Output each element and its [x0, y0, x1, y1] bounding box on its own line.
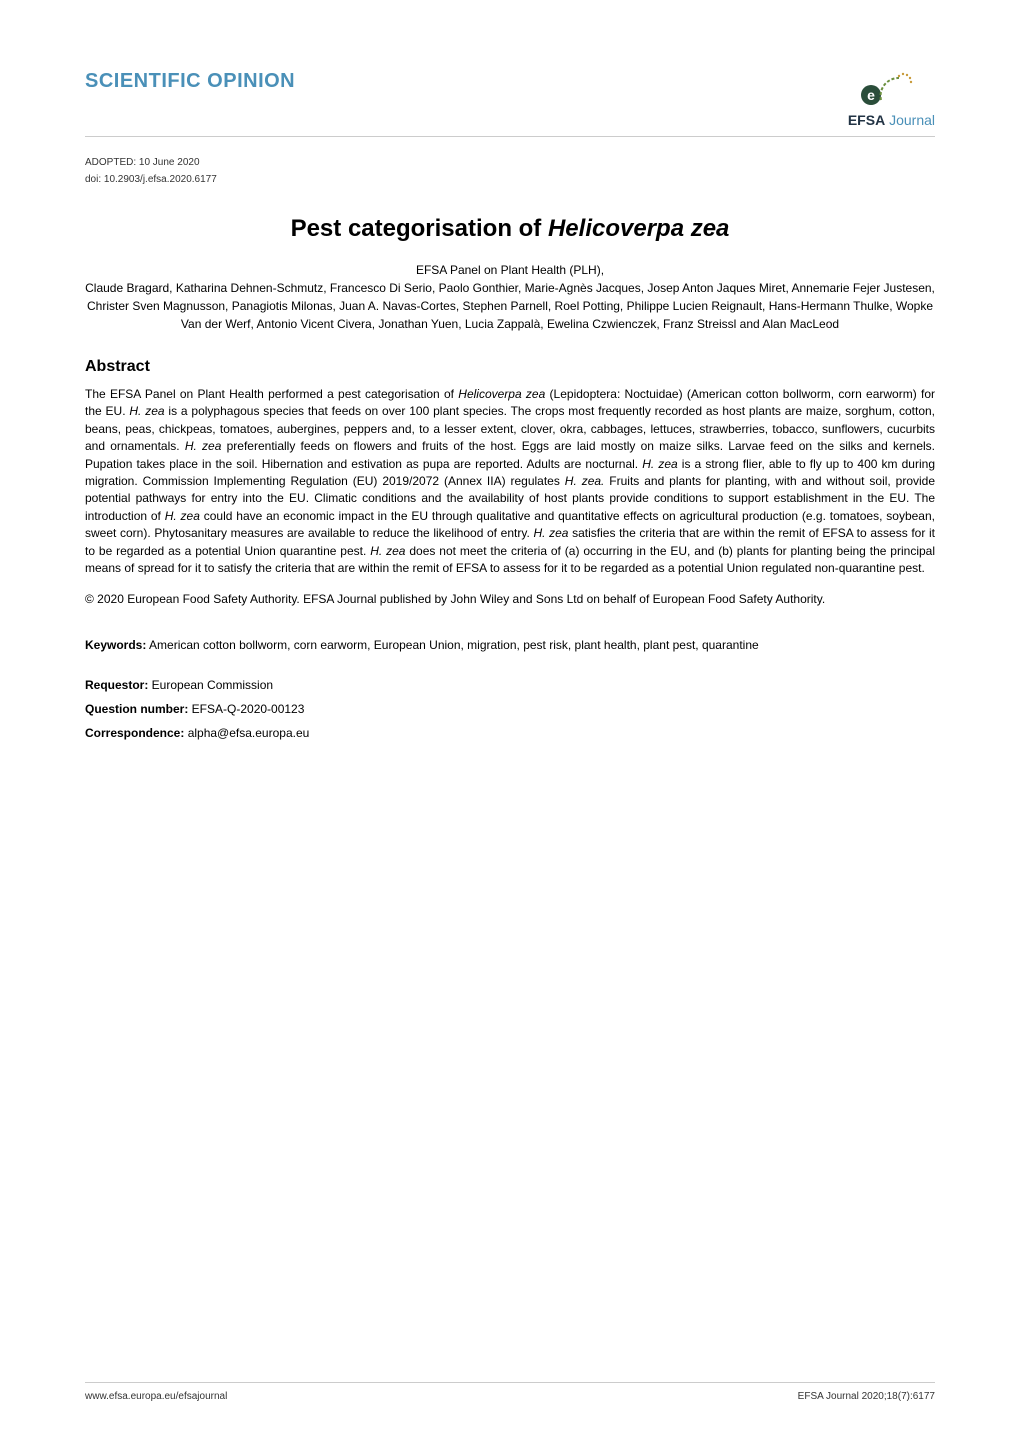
efsa-logo: e EFSA Journal — [848, 70, 935, 128]
question-label: Question number: — [85, 702, 188, 716]
question-row: Question number: EFSA-Q-2020-00123 — [85, 702, 935, 716]
requestor-label: Requestor: — [85, 678, 148, 692]
title-species: Helicoverpa zea — [548, 215, 729, 242]
article-title: Pest categorisation of Helicoverpa zea — [85, 215, 935, 243]
copyright: © 2020 European Food Safety Authority. E… — [85, 591, 935, 608]
logo-text: EFSA Journal — [848, 112, 935, 128]
keywords-text: American cotton bollworm, corn earworm, … — [146, 638, 758, 652]
footer-right: EFSA Journal 2020;18(7):6177 — [798, 1391, 935, 1402]
meta-info: ADOPTED: 10 June 2020 doi: 10.2903/j.efs… — [85, 157, 935, 185]
keywords-label: Keywords: — [85, 638, 146, 652]
abstract-heading: Abstract — [85, 358, 935, 376]
requestor-row: Requestor: European Commission — [85, 678, 935, 692]
page-container: SCIENTIFIC OPINION e EFSA Journal ADOPTE… — [0, 0, 1020, 820]
author-names: Claude Bragard, Katharina Dehnen-Schmutz… — [85, 279, 935, 333]
abstract-body: The EFSA Panel on Plant Health performed… — [85, 386, 935, 577]
logo-journal-text: Journal — [889, 112, 935, 128]
svg-text:e: e — [868, 87, 876, 103]
title-prefix: Pest categorisation of — [291, 215, 548, 242]
authors-block: EFSA Panel on Plant Health (PLH), Claude… — [85, 261, 935, 333]
corr-value: alpha@efsa.europa.eu — [184, 726, 309, 740]
adopted-date: ADOPTED: 10 June 2020 — [85, 157, 935, 168]
corr-label: Correspondence: — [85, 726, 184, 740]
doi: doi: 10.2903/j.efsa.2020.6177 — [85, 174, 935, 185]
section-label: SCIENTIFIC OPINION — [85, 70, 295, 93]
efsa-logo-icon: e — [861, 70, 921, 110]
question-value: EFSA-Q-2020-00123 — [188, 702, 304, 716]
footer: www.efsa.europa.eu/efsajournal EFSA Jour… — [85, 1382, 935, 1402]
footer-left: www.efsa.europa.eu/efsajournal — [85, 1391, 227, 1402]
correspondence-row: Correspondence: alpha@efsa.europa.eu — [85, 726, 935, 740]
requestor-value: European Commission — [148, 678, 273, 692]
panel-name: EFSA Panel on Plant Health (PLH), — [85, 261, 935, 279]
keywords: Keywords: American cotton bollworm, corn… — [85, 637, 935, 654]
header: SCIENTIFIC OPINION e EFSA Journal — [85, 70, 935, 137]
logo-efsa-text: EFSA — [848, 112, 885, 128]
